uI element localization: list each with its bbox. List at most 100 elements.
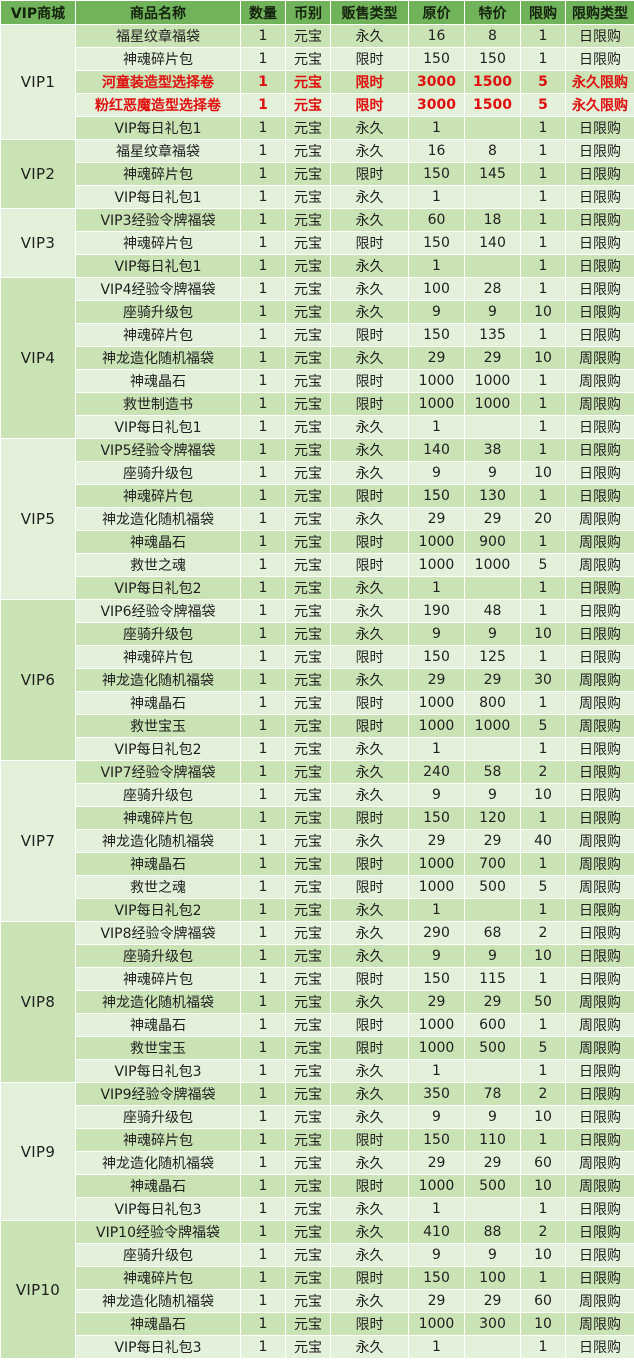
special-price-cell: 1500 [464,93,521,117]
currency-cell: 元宝 [285,231,331,255]
purchase-limit-cell: 50 [520,990,566,1014]
sale-type-cell: 限时 [330,93,409,117]
original-price-cell: 9 [408,300,465,324]
sale-type-cell: 永久 [330,599,409,623]
limit-type-cell: 日限购 [565,47,634,71]
sale-type-cell: 永久 [330,507,409,531]
limit-type-cell: 周限购 [565,392,634,416]
limit-type-cell: 日限购 [565,24,634,48]
currency-cell: 元宝 [285,484,331,508]
table-row: 神魂碎片包 1 元宝 限时 150 150 1 日限购 [1,47,634,71]
purchase-limit-cell: 1 [520,369,566,393]
special-price-cell: 29 [464,1289,521,1313]
purchase-limit-cell: 1 [520,1013,566,1037]
original-price-cell: 150 [408,47,465,71]
quantity-cell: 1 [240,1197,286,1221]
currency-cell: 元宝 [285,300,331,324]
quantity-cell: 1 [240,1243,286,1267]
quantity-cell: 1 [240,1266,286,1290]
item-name-cell: 座骑升级包 [75,461,241,485]
quantity-cell: 1 [240,24,286,48]
purchase-limit-cell: 1 [520,1335,566,1359]
purchase-limit-cell: 10 [520,944,566,968]
sale-type-cell: 永久 [330,438,409,462]
table-row: 救世宝玉 1 元宝 限时 1000 500 5 周限购 [1,1036,634,1060]
special-price-cell: 9 [464,622,521,646]
limit-type-cell: 周限购 [565,1013,634,1037]
special-price-cell: 700 [464,852,521,876]
quantity-cell: 1 [240,1105,286,1129]
item-name-cell: VIP每日礼包1 [75,254,241,278]
item-name-cell: 神魂碎片包 [75,231,241,255]
item-name-cell: VIP10经验令牌福袋 [75,1220,241,1244]
table-row: 神龙造化随机福袋 1 元宝 永久 29 29 30 周限购 [1,668,634,692]
original-price-cell: 29 [408,507,465,531]
limit-type-cell: 周限购 [565,714,634,738]
sale-type-cell: 永久 [330,461,409,485]
item-name-cell: 神魂晶石 [75,530,241,554]
sale-type-cell: 永久 [330,254,409,278]
currency-cell: 元宝 [285,185,331,209]
sale-type-cell: 永久 [330,1105,409,1129]
special-price-cell: 9 [464,944,521,968]
limit-type-cell: 日限购 [565,1243,634,1267]
item-name-cell: VIP6经验令牌福袋 [75,599,241,623]
currency-cell: 元宝 [285,369,331,393]
table-row: VIP每日礼包3 1 元宝 永久 1 1 日限购 [1,1197,634,1221]
currency-cell: 元宝 [285,760,331,784]
item-name-cell: VIP3经验令牌福袋 [75,208,241,232]
currency-cell: 元宝 [285,875,331,899]
limit-type-cell: 周限购 [565,875,634,899]
special-price-cell: 29 [464,507,521,531]
special-price-cell: 135 [464,323,521,347]
special-price-cell: 130 [464,484,521,508]
item-name-cell: VIP每日礼包3 [75,1059,241,1083]
special-price-cell: 500 [464,1174,521,1198]
item-name-cell: 救世宝玉 [75,1036,241,1060]
table-row: VIP4 VIP4经验令牌福袋 1 元宝 永久 100 28 1 日限购 [0,277,634,439]
limit-type-cell: 周限购 [565,829,634,853]
item-name-cell: 神魂碎片包 [75,1266,241,1290]
special-price-cell: 115 [464,967,521,991]
table-row: 座骑升级包 1 元宝 永久 9 9 10 日限购 [1,1105,634,1129]
table-row: 神魂碎片包 1 元宝 限时 150 130 1 日限购 [1,484,634,508]
currency-cell: 元宝 [285,139,331,163]
original-price-cell: 1000 [408,392,465,416]
quantity-cell: 1 [240,668,286,692]
sale-type-cell: 限时 [330,553,409,577]
original-price-cell: 150 [408,484,465,508]
original-price-cell: 290 [408,921,465,945]
table-row: VIP9 VIP9经验令牌福袋 1 元宝 永久 350 78 2 日限购 [0,1082,634,1221]
sale-type-cell: 限时 [330,1036,409,1060]
special-price-cell: 100 [464,1266,521,1290]
header-row: VIP商城 商品名称 数量 币别 贩售类型 原价 特价 限购 限购类型 [0,0,634,25]
sale-type-cell: 限时 [330,484,409,508]
special-price-cell [464,737,521,761]
special-price-cell: 9 [464,1243,521,1267]
currency-cell: 元宝 [285,1197,331,1221]
quantity-cell: 1 [240,737,286,761]
table-row: 神魂碎片包 1 元宝 限时 150 115 1 日限购 [1,967,634,991]
item-name-cell: VIP9经验令牌福袋 [75,1082,241,1106]
purchase-limit-cell: 30 [520,668,566,692]
original-price-cell: 1 [408,254,465,278]
limit-type-cell: 日限购 [565,921,634,945]
limit-type-cell: 日限购 [565,162,634,186]
quantity-cell: 1 [240,1036,286,1060]
limit-type-cell: 日限购 [565,415,634,439]
table-row: 座骑升级包 1 元宝 永久 9 9 10 日限购 [1,461,634,485]
quantity-cell: 1 [240,116,286,140]
original-price-cell: 16 [408,139,465,163]
table-row: 神龙造化随机福袋 1 元宝 永久 29 29 60 周限购 [1,1151,634,1175]
currency-cell: 元宝 [285,1335,331,1359]
sale-type-cell: 永久 [330,829,409,853]
quantity-cell: 1 [240,553,286,577]
purchase-limit-cell: 1 [520,691,566,715]
quantity-cell: 1 [240,806,286,830]
sale-type-cell: 限时 [330,1312,409,1336]
currency-cell: 元宝 [285,691,331,715]
sale-type-cell: 永久 [330,139,409,163]
currency-cell: 元宝 [285,1059,331,1083]
special-price-cell: 8 [464,139,521,163]
item-name-cell: VIP8经验令牌福袋 [75,921,241,945]
